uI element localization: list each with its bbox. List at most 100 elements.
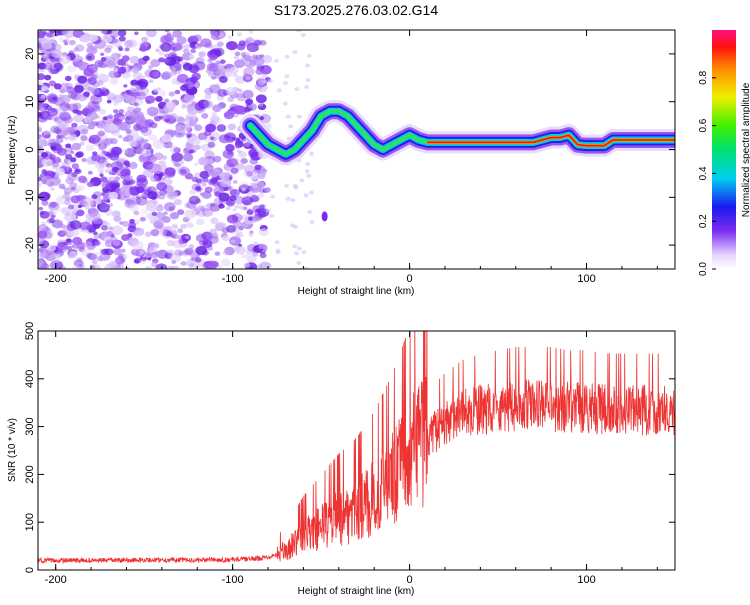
noise-speckle [123, 46, 130, 52]
noise-speckle [209, 168, 215, 173]
noise-speckle [177, 209, 185, 215]
noise-speckle [87, 100, 100, 111]
noise-speckle [133, 230, 142, 237]
noise-speckle [205, 123, 217, 133]
noise-speckle [64, 153, 73, 160]
noise-speckle [210, 31, 218, 37]
noise-speckle [121, 234, 130, 241]
noise-speckle [231, 215, 239, 221]
noise-speckle [294, 251, 300, 256]
noise-speckle [38, 42, 42, 49]
noise-speckle [168, 206, 175, 212]
noise-speckle [183, 44, 190, 50]
noise-speckle [70, 157, 77, 163]
noise-speckle [173, 55, 181, 62]
noise-speckle [133, 114, 146, 125]
noise-speckle [202, 239, 213, 248]
noise-speckle [125, 105, 136, 113]
noise-speckle [149, 69, 161, 79]
noise-speckle [71, 142, 82, 151]
noise-speckle [192, 34, 202, 42]
snr-ytick-label: 300 [24, 417, 36, 435]
noise-speckle [164, 118, 170, 123]
noise-speckle [73, 47, 80, 52]
noise-speckle [155, 89, 166, 98]
noise-speckle [214, 251, 221, 256]
noise-speckle [57, 121, 69, 131]
spectrogram-ytick-label: -20 [24, 237, 36, 253]
noise-speckle [90, 212, 101, 221]
noise-speckle [218, 199, 225, 204]
noise-speckle [51, 49, 62, 58]
noise-speckle [183, 48, 190, 54]
noise-speckle [179, 168, 187, 175]
noise-speckle [43, 42, 53, 50]
noise-speckle [87, 55, 92, 60]
noise-speckle [81, 195, 87, 200]
noise-speckle [109, 180, 121, 190]
noise-speckle [165, 101, 177, 111]
noise-speckle [193, 144, 201, 150]
noise-speckle [59, 102, 71, 112]
noise-speckle [218, 172, 229, 181]
noise-speckle [84, 229, 89, 234]
noise-speckle [123, 39, 134, 48]
noise-speckle [120, 60, 127, 66]
noise-speckle [252, 252, 259, 257]
noise-speckle [112, 59, 119, 65]
noise-speckle [141, 36, 149, 43]
noise-speckle [232, 105, 244, 115]
noise-speckle [258, 228, 269, 237]
noise-speckle [304, 63, 310, 68]
noise-speckle [296, 114, 302, 119]
noise-speckle [38, 48, 48, 56]
noise-speckle [169, 212, 180, 220]
noise-speckle [135, 91, 147, 100]
noise-speckle [149, 122, 158, 129]
noise-speckle [112, 239, 121, 247]
noise-speckle [285, 114, 291, 119]
noise-speckle [163, 202, 176, 212]
noise-speckle [147, 191, 158, 200]
noise-speckle [113, 247, 123, 256]
isolated-blob [321, 211, 328, 222]
noise-speckle [208, 84, 221, 94]
noise-speckle [100, 86, 107, 92]
noise-speckle [106, 92, 117, 101]
noise-speckle [275, 250, 281, 255]
noise-speckle [173, 162, 178, 167]
noise-speckle [109, 77, 119, 85]
noise-speckle [110, 234, 115, 238]
noise-speckle [257, 40, 263, 45]
noise-speckle [87, 170, 93, 175]
noise-speckle [184, 209, 197, 219]
noise-speckle [206, 202, 213, 208]
noise-speckle [69, 150, 75, 154]
noise-speckle [171, 260, 176, 264]
noise-speckle [92, 62, 98, 68]
noise-speckle [176, 36, 187, 45]
noise-speckle [304, 84, 310, 89]
noise-speckle [39, 107, 45, 112]
noise-speckle [38, 248, 44, 253]
noise-speckle [102, 197, 109, 203]
noise-speckle [45, 227, 50, 232]
noise-speckle [208, 73, 214, 78]
noise-speckle [202, 177, 209, 183]
noise-speckle [64, 38, 70, 43]
noise-speckle [164, 53, 170, 58]
noise-speckle [96, 80, 104, 86]
noise-speckle [146, 106, 159, 117]
noise-speckle [181, 104, 187, 109]
spectrogram-xlabel: Height of straight line (km) [298, 286, 415, 297]
noise-speckle [101, 150, 106, 154]
noise-speckle [74, 152, 82, 159]
noise-speckle [46, 160, 53, 167]
noise-speckle [144, 231, 152, 237]
noise-speckle [127, 149, 134, 155]
noise-speckle [296, 30, 302, 33]
noise-speckle [100, 224, 109, 231]
noise-speckle [214, 223, 225, 232]
noise-speckle [222, 149, 235, 159]
noise-speckle [59, 87, 67, 94]
